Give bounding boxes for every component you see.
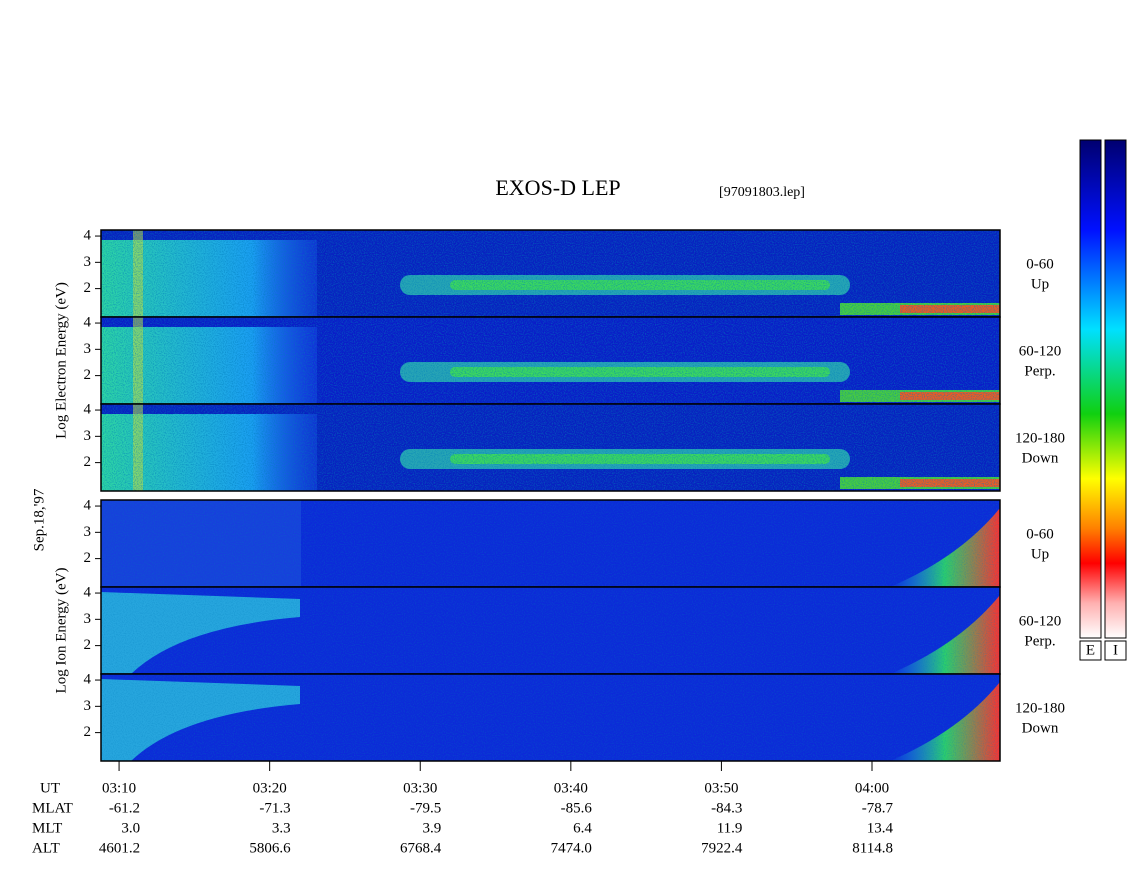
ephemeris-value: 3.0: [121, 820, 140, 836]
date-label: Sep.18,'97: [31, 488, 47, 551]
speckle: [101, 230, 1000, 317]
ephemeris-value: 5806.6: [249, 840, 291, 856]
y-tick-label: 3: [84, 611, 92, 627]
chart-title: EXOS-D LEP: [495, 175, 620, 200]
speckle: [101, 587, 1000, 674]
y-tick-label: 2: [84, 280, 92, 296]
y-tick-label: 3: [84, 698, 92, 714]
y-tick-label: 4: [84, 227, 92, 243]
panel-range: 120-180: [1015, 430, 1065, 446]
x-tick-label: 03:40: [554, 780, 588, 796]
color-bar-label-box: [1079, 640, 1102, 661]
panel-direction: Down: [1022, 450, 1059, 466]
panel-range: 0-60: [1026, 256, 1054, 272]
panel-range: 60-120: [1019, 613, 1062, 629]
file-name: [97091803.lep]: [719, 185, 805, 200]
ephemeris-value: 11.9: [717, 820, 743, 836]
ephemeris-value: 7474.0: [551, 840, 592, 856]
ut-label: UT: [40, 780, 60, 796]
y-tick-label: 2: [84, 367, 92, 383]
speckle: [101, 317, 1000, 404]
ephemeris-name: MLAT: [32, 800, 73, 816]
ephemeris-name: MLT: [32, 820, 62, 836]
color-bar-label: E: [1086, 642, 1095, 658]
panel-direction: Up: [1031, 276, 1049, 292]
x-tick-label: 03:10: [102, 780, 136, 796]
ephemeris-value: -78.7: [862, 800, 894, 816]
y-tick-label: 3: [84, 428, 92, 444]
ephemeris-value: 6768.4: [400, 840, 442, 856]
ephemeris-value: -85.6: [561, 800, 593, 816]
spectrogram-image: [101, 674, 1000, 761]
y-tick-label: 4: [84, 671, 92, 687]
spectrogram-image: [101, 317, 1000, 404]
color-bar: [1079, 139, 1102, 639]
ephemeris-value: -71.3: [259, 800, 290, 816]
y-tick-label: 3: [84, 341, 92, 357]
y-tick-label: 2: [84, 550, 92, 566]
y-tick-label: 3: [84, 254, 92, 270]
ephemeris-value: 7922.4: [701, 840, 743, 856]
y-tick-label: 4: [84, 497, 92, 513]
panel-range: 60-120: [1019, 343, 1062, 359]
panel-direction: Perp.: [1024, 363, 1055, 379]
color-bar-label: I: [1113, 642, 1118, 658]
spectrogram-image: [101, 500, 1000, 587]
ephemeris-value: -79.5: [410, 800, 441, 816]
speckle: [101, 674, 1000, 761]
ephemeris-value: 13.4: [867, 820, 894, 836]
y-tick-label: 4: [84, 584, 92, 600]
y-tick-label: 4: [84, 314, 92, 330]
x-tick-label: 03:30: [403, 780, 437, 796]
spectrogram-image: [101, 230, 1000, 317]
ephemeris-value: 3.3: [272, 820, 291, 836]
y-tick-label: 3: [84, 524, 92, 540]
ephemeris-value: 4601.2: [99, 840, 140, 856]
ephemeris-value: -84.3: [711, 800, 742, 816]
spectrogram-image: [101, 404, 1000, 491]
panel-frame: [100, 673, 1001, 762]
panel-range: 0-60: [1026, 526, 1054, 542]
x-tick-label: 03:50: [704, 780, 738, 796]
panel-direction: Up: [1031, 546, 1049, 562]
color-bar-label-box: [1104, 640, 1127, 661]
color-bar: [1104, 139, 1127, 639]
ephemeris-value: 3.9: [422, 820, 441, 836]
y-tick-label: 2: [84, 637, 92, 653]
speckle: [101, 500, 1000, 587]
y-axis-label: Log Ion Energy (eV): [53, 568, 69, 694]
x-tick-label: 03:20: [253, 780, 287, 796]
ephemeris-name: ALT: [32, 840, 60, 856]
speckle: [101, 404, 1000, 491]
panel-direction: Perp.: [1024, 633, 1055, 649]
panel-frame: [100, 403, 1001, 492]
y-tick-label: 2: [84, 724, 92, 740]
x-tick-label: 04:00: [855, 780, 889, 796]
panel-direction: Down: [1022, 720, 1059, 736]
panel-range: 120-180: [1015, 700, 1065, 716]
y-tick-label: 2: [84, 454, 92, 470]
spectrogram-image: [101, 587, 1000, 674]
y-axis-label: Log Electron Energy (eV): [53, 282, 69, 439]
ephemeris-value: -61.2: [109, 800, 140, 816]
ephemeris-value: 8114.8: [852, 840, 893, 856]
ephemeris-value: 6.4: [573, 820, 592, 836]
y-tick-label: 4: [84, 401, 92, 417]
